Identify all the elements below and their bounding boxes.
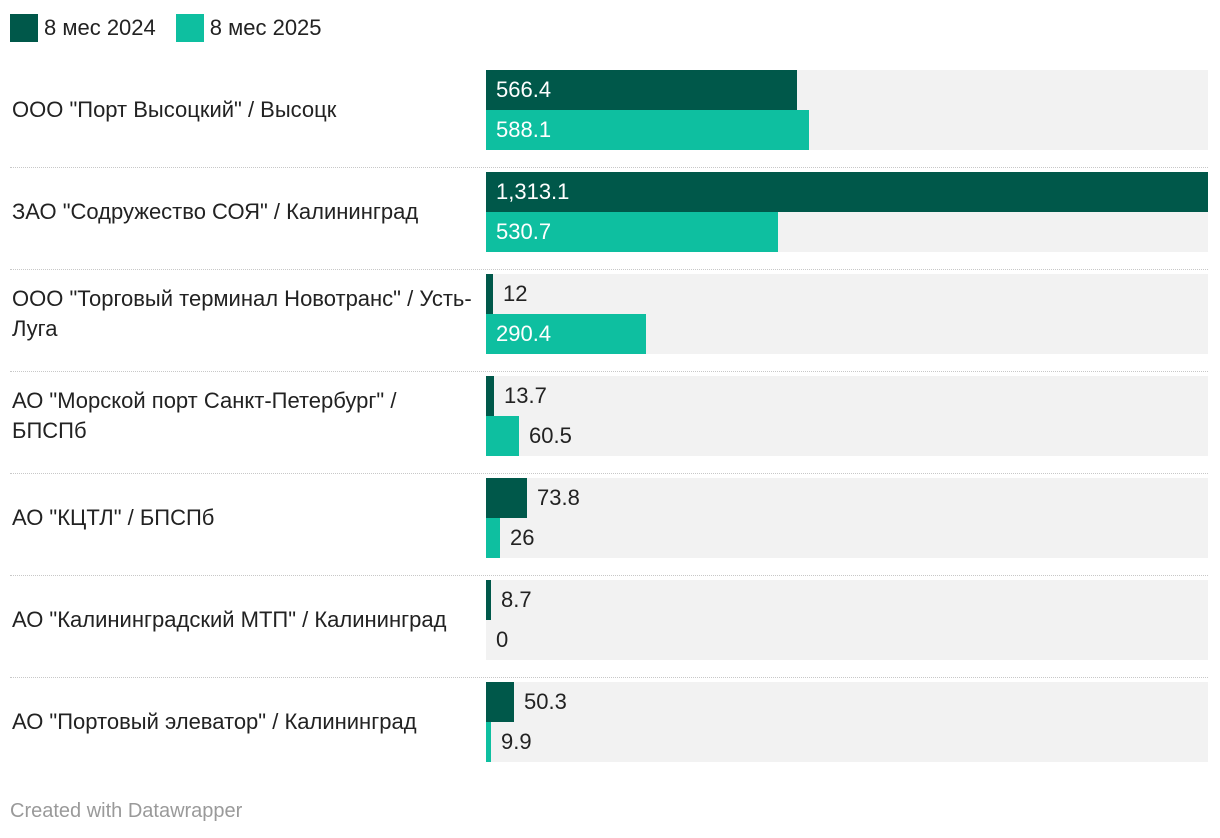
bar-2024 xyxy=(486,274,493,314)
chart-row: АО "Калининградский МТП" / Калининград 8.… xyxy=(10,580,1208,678)
legend-swatch xyxy=(10,14,38,42)
bar-value-label: 566.4 xyxy=(496,77,552,102)
bar-value-label: 588.1 xyxy=(496,117,552,142)
bar-value-label: 0 xyxy=(496,627,509,652)
category-label: АО "Портовый элеватор" / Калининград xyxy=(12,709,417,734)
bar-2024 xyxy=(486,376,494,416)
bar-value-label: 50.3 xyxy=(524,689,567,714)
bar-value-label: 13.7 xyxy=(504,383,547,408)
bar-value-label: 12 xyxy=(503,281,528,306)
bar-value-label: 1,313.1 xyxy=(496,179,570,204)
category-label: ООО "Торговый терминал Новотранс" / Усть… xyxy=(12,286,472,341)
row-divider xyxy=(10,677,1208,678)
category-label: ЗАО "Содружество СОЯ" / Калининград xyxy=(12,199,419,224)
bar-track: 8.7 0 xyxy=(486,580,1208,660)
chart-row: АО "Морской порт Санкт-Петербург" / БПСП… xyxy=(10,376,1208,474)
chart-row: АО "КЦТЛ" / БПСПб 73.8 26 xyxy=(10,478,1208,576)
bar-track: 12 290.4 xyxy=(486,274,1208,354)
bar-track: 73.8 26 xyxy=(486,478,1208,558)
bar-value-label: 60.5 xyxy=(529,423,572,448)
bar-2024 xyxy=(486,682,514,722)
bar-value-label: 530.7 xyxy=(496,219,552,244)
category-label: ООО "Порт Высоцкий" / Высоцк xyxy=(12,97,337,122)
chart-legend: 8 мес 2024 8 мес 2025 xyxy=(10,12,342,44)
bar-value-label: 290.4 xyxy=(496,321,552,346)
legend-label: 8 мес 2024 xyxy=(44,15,156,40)
bar-2025 xyxy=(486,416,519,456)
bar-value-label: 8.7 xyxy=(501,587,532,612)
row-divider xyxy=(10,167,1208,168)
row-divider xyxy=(10,575,1208,576)
bar-2024 xyxy=(486,172,1208,212)
bar-track: 566.4 588.1 xyxy=(486,70,1208,150)
chart-row: ООО "Порт Высоцкий" / Высоцк 566.4 588.1 xyxy=(10,70,1208,168)
category-label: АО "Калининградский МТП" / Калининград xyxy=(12,607,447,632)
bar-2025 xyxy=(486,314,646,354)
chart-row: ЗАО "Содружество СОЯ" / Калининград 1,313… xyxy=(10,172,1208,270)
bar-2024 xyxy=(486,478,527,518)
row-divider xyxy=(10,371,1208,372)
legend-label: 8 мес 2025 xyxy=(209,15,322,40)
chart-row: АО "Портовый элеватор" / Калининград 50.3… xyxy=(10,682,1208,774)
legend-item-1: 8 мес 2024 xyxy=(10,14,156,42)
category-label: АО "КЦТЛ" / БПСПб xyxy=(12,505,215,530)
bar-2024 xyxy=(486,70,797,110)
bar-2024 xyxy=(486,580,491,620)
bar-track: 1,313.1 530.7 xyxy=(486,172,1208,252)
bar-2025 xyxy=(486,518,500,558)
category-label: АО "Морской порт Санкт-Петербург" / БПСП… xyxy=(12,388,397,443)
bar-track: 50.3 9.9 xyxy=(486,682,1208,762)
bar-track: 13.7 60.5 xyxy=(486,376,1208,456)
bar-value-label: 26 xyxy=(510,525,535,550)
chart-row: ООО "Торговый терминал Новотранс" / Усть… xyxy=(10,274,1208,372)
bar-value-label: 9.9 xyxy=(501,729,532,754)
legend-item-2: 8 мес 2025 xyxy=(175,14,322,42)
chart-credit: Created with Datawrapper xyxy=(10,800,243,822)
bar-value-label: 73.8 xyxy=(537,485,580,510)
bar-chart: ООО "Порт Высоцкий" / Высоцк 566.4 588.1 ЗА… xyxy=(10,70,1208,774)
row-divider xyxy=(10,269,1208,270)
bar-2025 xyxy=(486,722,491,762)
bar-2025 xyxy=(486,110,809,150)
legend-swatch xyxy=(175,14,204,42)
bar-2025 xyxy=(486,212,778,252)
row-divider xyxy=(10,473,1208,474)
